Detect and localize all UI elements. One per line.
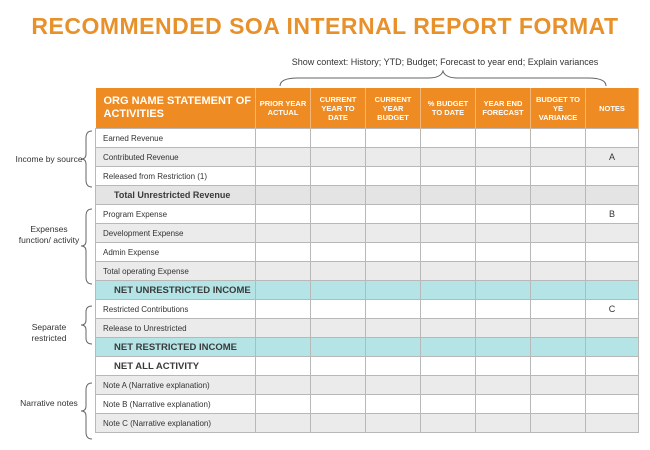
header-year-end-forecast: YEAR END FORECAST: [475, 88, 531, 129]
brace-restricted: [80, 305, 93, 345]
context-brace: [279, 70, 607, 87]
table-row: Released from Restriction (1): [95, 166, 639, 186]
table-row-net: NET UNRESTRICTED INCOME: [95, 280, 639, 300]
row-label: Program Expense: [95, 204, 256, 224]
row-label: NET RESTRICTED INCOME: [95, 337, 256, 357]
row-label: Admin Expense: [95, 242, 256, 262]
row-note: [585, 318, 639, 338]
row-label: Earned Revenue: [95, 128, 256, 148]
table-row: Contributed Revenue A: [95, 147, 639, 167]
header-budget-to-ye-variance: BUDGET TO YE VARIANCE: [530, 88, 586, 129]
header-statement: ORG NAME STATEMENT OF ACTIVITIES: [95, 88, 256, 129]
row-note: [585, 242, 639, 262]
row-note: B: [585, 204, 639, 224]
row-note: [585, 223, 639, 243]
header-current-year-budget: CURRENT YEAR BUDGET: [365, 88, 421, 129]
table-row: Development Expense: [95, 223, 639, 243]
row-note: [585, 413, 639, 433]
row-note: [585, 166, 639, 186]
brace-income: [80, 130, 93, 188]
header-row: ORG NAME STATEMENT OF ACTIVITIES PRIOR Y…: [95, 88, 639, 129]
row-label: Restricted Contributions: [95, 299, 256, 319]
row-label: NET ALL ACTIVITY: [95, 356, 256, 376]
row-note: [585, 185, 639, 205]
header-percent-budget-to-date: % BUDGET TO DATE: [420, 88, 476, 129]
row-note: [585, 356, 639, 376]
row-note: C: [585, 299, 639, 319]
header-notes: NOTES: [585, 88, 639, 129]
header-prior-year-actual: PRIOR YEAR ACTUAL: [255, 88, 311, 129]
table-row: Admin Expense: [95, 242, 639, 262]
brace-narrative: [80, 382, 93, 440]
table-row-net: NET ALL ACTIVITY: [95, 356, 639, 376]
table-row: Total operating Expense: [95, 261, 639, 281]
row-label: Total Unrestricted Revenue: [95, 185, 256, 205]
context-note: Show context: History; YTD; Budget; Fore…: [291, 57, 599, 67]
table-row: Program Expense B: [95, 204, 639, 224]
row-label: Note C (Narrative explanation): [95, 413, 256, 433]
row-label: NET UNRESTRICTED INCOME: [95, 280, 256, 300]
group-label-restricted: Separate restricted: [31, 322, 67, 343]
row-label: Note B (Narrative explanation): [95, 394, 256, 414]
brace-expenses: [80, 208, 93, 285]
row-label: Development Expense: [95, 223, 256, 243]
row-note: [585, 128, 639, 148]
group-label-expenses: Expenses function/ activity: [18, 224, 80, 245]
table-row: Note C (Narrative explanation): [95, 413, 639, 433]
table-row: Note A (Narrative explanation): [95, 375, 639, 395]
row-note: [585, 375, 639, 395]
header-current-year-to-date: CURRENT YEAR TO DATE: [310, 88, 366, 129]
group-label-narrative: Narrative notes: [20, 398, 78, 408]
row-label: Released from Restriction (1): [95, 166, 256, 186]
row-note: [585, 337, 639, 357]
table-row: Restricted Contributions C: [95, 299, 639, 319]
page-title: RECOMMENDED SOA INTERNAL REPORT FORMAT: [31, 13, 619, 39]
row-note: [585, 261, 639, 281]
table-row-total: Total Unrestricted Revenue: [95, 185, 639, 205]
row-label: Note A (Narrative explanation): [95, 375, 256, 395]
report-table: ORG NAME STATEMENT OF ACTIVITIES PRIOR Y…: [95, 88, 639, 433]
table-row: Earned Revenue: [95, 128, 639, 148]
row-label: Contributed Revenue: [95, 147, 256, 167]
row-note: A: [585, 147, 639, 167]
table-row-net: NET RESTRICTED INCOME: [95, 337, 639, 357]
table-row: Release to Unrestricted: [95, 318, 639, 338]
table-row: Note B (Narrative explanation): [95, 394, 639, 414]
group-label-income: Income by source: [15, 154, 83, 164]
row-label: Release to Unrestricted: [95, 318, 256, 338]
row-note: [585, 280, 639, 300]
row-note: [585, 394, 639, 414]
row-label: Total operating Expense: [95, 261, 256, 281]
